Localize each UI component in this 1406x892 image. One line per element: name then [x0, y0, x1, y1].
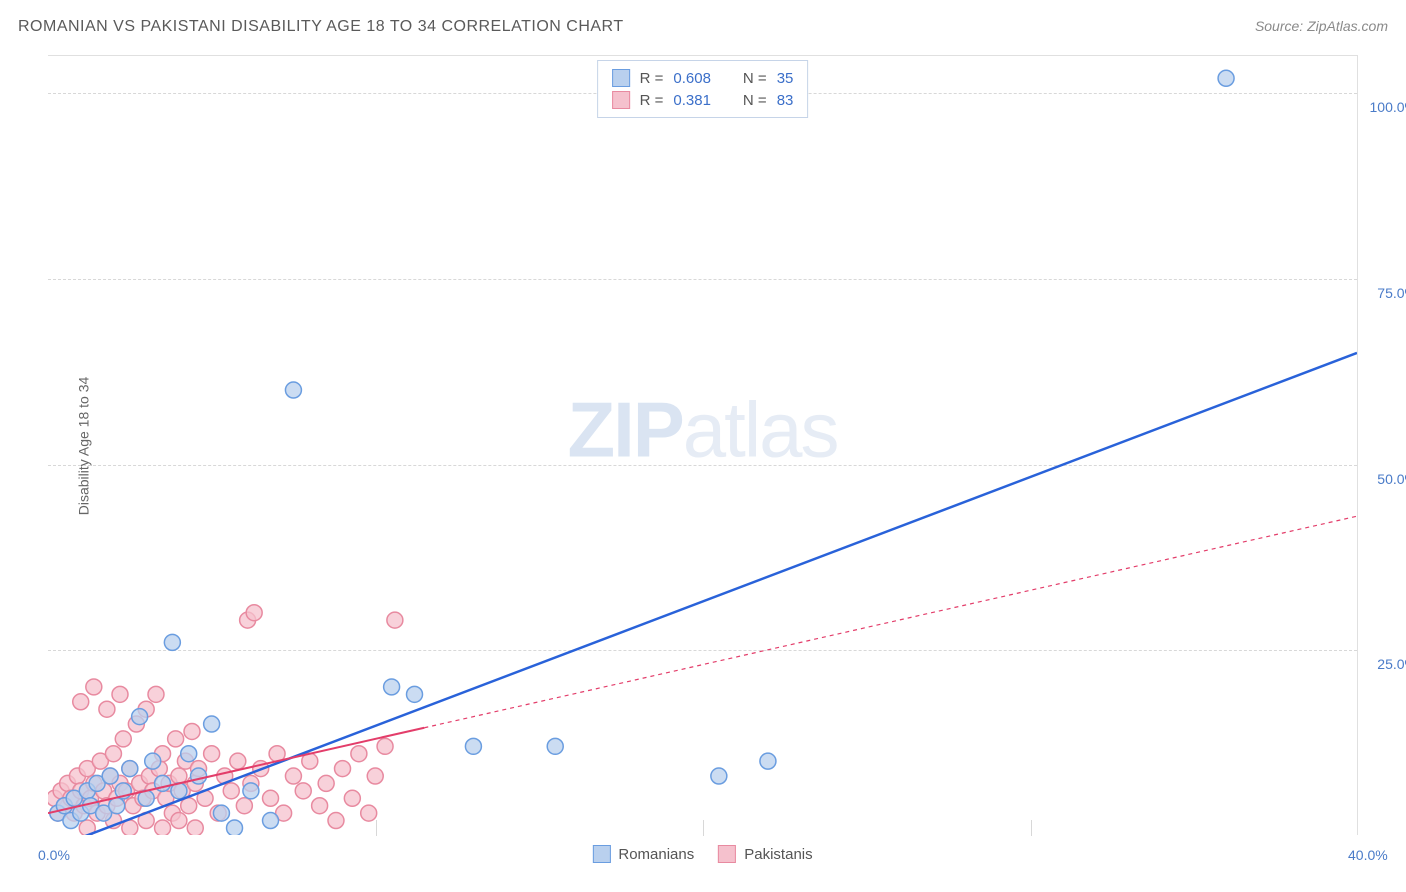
data-point	[171, 813, 187, 829]
legend-swatch	[718, 845, 736, 863]
data-point	[367, 768, 383, 784]
data-point	[246, 605, 262, 621]
data-point	[387, 612, 403, 628]
data-point	[285, 768, 301, 784]
data-point	[230, 753, 246, 769]
trend-line-dashed	[424, 516, 1357, 728]
data-point	[132, 709, 148, 725]
data-point	[184, 723, 200, 739]
data-point	[335, 761, 351, 777]
legend-swatch	[612, 91, 630, 109]
data-point	[227, 820, 243, 835]
data-point	[148, 686, 164, 702]
y-tick-label: 50.0%	[1362, 471, 1406, 487]
data-point	[407, 686, 423, 702]
data-point	[465, 738, 481, 754]
data-point	[204, 716, 220, 732]
chart-title: ROMANIAN VS PAKISTANI DISABILITY AGE 18 …	[18, 18, 624, 36]
chart-header: ROMANIAN VS PAKISTANI DISABILITY AGE 18 …	[18, 18, 1388, 36]
data-point	[384, 679, 400, 695]
source-name: ZipAtlas.com	[1307, 18, 1388, 34]
data-point	[168, 731, 184, 747]
data-point	[99, 701, 115, 717]
data-point	[109, 798, 125, 814]
y-tick-label: 75.0%	[1362, 285, 1406, 301]
series-legend: Romanians Pakistanis	[592, 845, 812, 863]
data-point	[351, 746, 367, 762]
y-tick-label: 25.0%	[1362, 656, 1406, 672]
data-point	[312, 798, 328, 814]
legend-r-label: R =	[640, 70, 664, 87]
data-point	[155, 820, 171, 835]
data-point	[236, 798, 252, 814]
data-point	[361, 805, 377, 821]
data-point	[105, 746, 121, 762]
data-point	[285, 382, 301, 398]
scatter-plot	[48, 56, 1357, 835]
data-point	[204, 746, 220, 762]
data-point	[145, 753, 161, 769]
data-point	[73, 694, 89, 710]
data-point	[164, 634, 180, 650]
legend-r-value: 0.381	[673, 92, 711, 109]
y-tick-label: 100.0%	[1362, 99, 1406, 115]
legend-n-value: 83	[777, 92, 794, 109]
data-point	[181, 746, 197, 762]
data-point	[318, 775, 334, 791]
x-tick-label: 0.0%	[38, 847, 70, 863]
data-point	[344, 790, 360, 806]
legend-series-item: Pakistanis	[718, 845, 812, 863]
legend-r-value: 0.608	[673, 70, 711, 87]
data-point	[223, 783, 239, 799]
legend-row: R = 0.608 N = 35	[612, 67, 794, 89]
chart-area: ZIPatlas R =0.608N =35R =0.381N =83 Roma…	[48, 55, 1358, 835]
legend-swatch	[592, 845, 610, 863]
data-point	[760, 753, 776, 769]
data-point	[547, 738, 563, 754]
legend-n-value: 35	[777, 70, 794, 87]
data-point	[187, 820, 203, 835]
data-point	[102, 768, 118, 784]
source-attribution: Source: ZipAtlas.com	[1255, 18, 1388, 34]
data-point	[295, 783, 311, 799]
data-point	[377, 738, 393, 754]
legend-n-label: N =	[743, 70, 767, 87]
data-point	[263, 790, 279, 806]
correlation-legend: R = 0.608 N = 35 R = 0.381 N = 83	[597, 60, 809, 118]
data-point	[1218, 70, 1234, 86]
legend-swatch	[612, 69, 630, 87]
data-point	[243, 783, 259, 799]
x-tick-label: 40.0%	[1348, 847, 1388, 863]
legend-row: R = 0.381 N = 83	[612, 89, 794, 111]
legend-series-name: Pakistanis	[744, 846, 812, 863]
legend-series-name: Romanians	[618, 846, 694, 863]
legend-series-item: Romanians	[592, 845, 694, 863]
data-point	[191, 768, 207, 784]
legend-r-label: R =	[640, 92, 664, 109]
data-point	[263, 813, 279, 829]
data-point	[328, 813, 344, 829]
data-point	[115, 731, 131, 747]
data-point	[122, 761, 138, 777]
data-point	[112, 686, 128, 702]
source-prefix: Source:	[1255, 18, 1307, 34]
data-point	[213, 805, 229, 821]
data-point	[711, 768, 727, 784]
legend-n-label: N =	[743, 92, 767, 109]
data-point	[86, 679, 102, 695]
